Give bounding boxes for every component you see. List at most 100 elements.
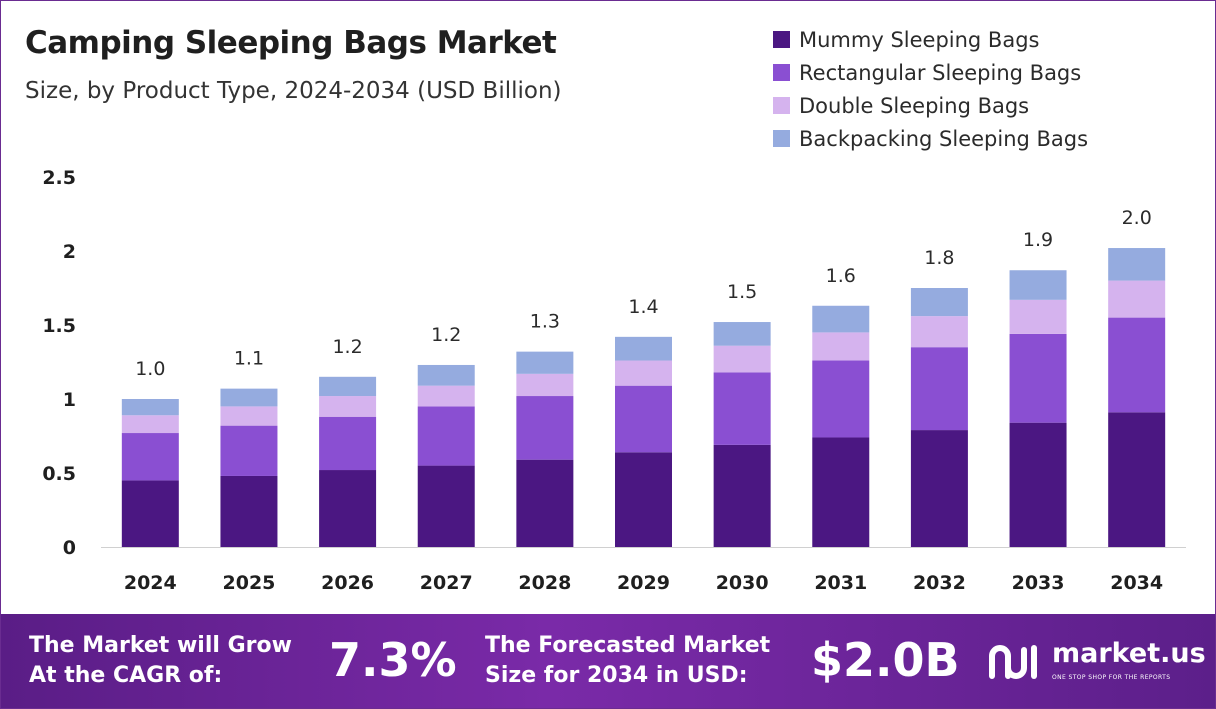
bar-segment-3: [615, 360, 672, 386]
bar-total-label: 2.0: [1122, 207, 1152, 229]
bar-segment-1: [1108, 412, 1166, 547]
bar-segment-1: [1009, 422, 1067, 547]
bar-segment-2: [1108, 317, 1166, 413]
bar-segment-2: [713, 372, 771, 445]
bar-total-label: 1.3: [530, 311, 560, 333]
bar-total-label: 1.1: [234, 348, 264, 370]
legend-swatch-mummy: [773, 31, 790, 48]
bar-segment-3: [417, 385, 475, 407]
forecast-value: $2.0B: [811, 633, 960, 687]
x-tick-label: 2024: [124, 572, 177, 594]
bar-segment-1: [220, 475, 278, 547]
bar-segment-4: [713, 322, 771, 346]
bar-segment-2: [1009, 333, 1067, 423]
legend-item-mummy: Mummy Sleeping Bags: [773, 23, 1088, 56]
bar-total-label: 1.6: [826, 265, 856, 287]
cagr-value: 7.3%: [329, 633, 457, 687]
bar-segment-1: [910, 430, 968, 547]
bar-segment-3: [1108, 280, 1166, 318]
bar-segment-3: [121, 415, 179, 434]
bar-segment-2: [417, 406, 475, 466]
bar-segment-3: [1009, 299, 1067, 334]
bar-segment-3: [319, 396, 377, 417]
bar-segment-1: [812, 437, 870, 547]
bar-segment-1: [417, 465, 475, 547]
market-us-logo: market.us ONE STOP SHOP FOR THE REPORTS: [986, 636, 1211, 688]
x-tick-label: 2028: [518, 572, 571, 594]
bar-segment-1: [615, 452, 672, 547]
legend-swatch-rectangular: [773, 64, 790, 81]
bar-segment-4: [812, 305, 870, 333]
forecast-label-line1: The Forecasted Market: [485, 633, 771, 658]
bar-segment-4: [1009, 270, 1067, 300]
bar-total-label: 1.4: [628, 296, 658, 318]
x-tick-label: 2029: [617, 572, 670, 594]
bar-segment-4: [220, 388, 278, 407]
bar-segment-4: [1108, 248, 1166, 281]
x-tick-label: 2026: [321, 572, 374, 594]
market-us-logo-icon: [989, 645, 1037, 679]
bar-total-label: 1.8: [924, 247, 954, 269]
chart-title: Camping Sleeping Bags Market: [25, 25, 557, 61]
x-tick-label: 2033: [1012, 572, 1065, 594]
x-tick-label: 2031: [814, 572, 867, 594]
bar-total-label: 1.2: [431, 324, 461, 346]
bar-segment-2: [121, 433, 179, 481]
legend-item-double: Double Sleeping Bags: [773, 89, 1088, 122]
bar-total-label: 1.0: [135, 358, 165, 380]
footer-banner: The Market will Grow At the CAGR of: 7.3…: [1, 614, 1215, 708]
bar-segment-4: [910, 288, 968, 317]
legend-label-mummy: Mummy Sleeping Bags: [799, 27, 1040, 52]
bar-segment-3: [516, 373, 574, 397]
bar-segment-2: [615, 385, 672, 453]
legend-item-rectangular: Rectangular Sleeping Bags: [773, 56, 1088, 89]
y-tick-label: 2.5: [42, 167, 76, 189]
bar-segment-2: [812, 360, 870, 438]
logo-text: market.us: [1052, 638, 1206, 669]
bar-segment-1: [319, 470, 377, 547]
legend-swatch-double: [773, 97, 790, 114]
bar-segment-3: [713, 345, 771, 373]
x-tick-label: 2025: [223, 572, 276, 594]
cagr-label-line1: The Market will Grow: [29, 633, 292, 658]
bar-total-label: 1.9: [1023, 229, 1053, 251]
legend-item-backpacking: Backpacking Sleeping Bags: [773, 122, 1088, 155]
bar-segment-2: [910, 347, 968, 431]
legend-label-rectangular: Rectangular Sleeping Bags: [799, 60, 1082, 85]
cagr-label: The Market will Grow At the CAGR of:: [29, 631, 292, 691]
x-tick-label: 2030: [716, 572, 769, 594]
y-tick-label: 1.5: [42, 315, 76, 337]
bar-segment-1: [121, 480, 179, 547]
cagr-label-line2: At the CAGR of:: [29, 663, 223, 688]
y-tick-label: 1: [63, 389, 76, 411]
bar-segment-3: [910, 316, 968, 348]
bar-segment-1: [516, 459, 574, 547]
bar-total-label: 1.2: [332, 336, 362, 358]
logo-tagline: ONE STOP SHOP FOR THE REPORTS: [1052, 674, 1171, 681]
chart-subtitle: Size, by Product Type, 2024-2034 (USD Bi…: [25, 78, 562, 104]
x-tick-label: 2034: [1110, 572, 1163, 594]
bar-segment-4: [516, 351, 574, 374]
legend-label-backpacking: Backpacking Sleeping Bags: [799, 126, 1089, 151]
bar-segment-2: [319, 416, 377, 471]
bar-total-label: 1.5: [727, 281, 757, 303]
forecast-label-line2: Size for 2034 in USD:: [485, 663, 748, 688]
y-tick-label: 0.5: [42, 463, 76, 485]
bar-segment-3: [812, 332, 870, 361]
bar-segment-4: [615, 336, 672, 361]
forecast-label: The Forecasted Market Size for 2034 in U…: [485, 631, 770, 691]
legend-swatch-backpacking: [773, 130, 790, 147]
stacked-bar-chart: 0 0.5 1 1.5 2 2.5 1.0 2024 1.1 2025 1.2 2026 1.2 2027…: [42, 167, 1186, 594]
legend-label-double: Double Sleeping Bags: [799, 93, 1030, 118]
bar-segment-2: [516, 396, 574, 460]
bar-segment-4: [319, 376, 377, 397]
legend: Mummy Sleeping Bags Rectangular Sleeping…: [773, 23, 1088, 155]
bar-segment-4: [417, 364, 475, 386]
bar-segment-3: [220, 406, 278, 426]
bar-segment-2: [220, 425, 278, 476]
x-tick-label: 2032: [913, 572, 966, 594]
y-tick-label: 2: [63, 241, 76, 263]
bar-segment-4: [121, 399, 179, 416]
x-tick-label: 2027: [420, 572, 473, 594]
